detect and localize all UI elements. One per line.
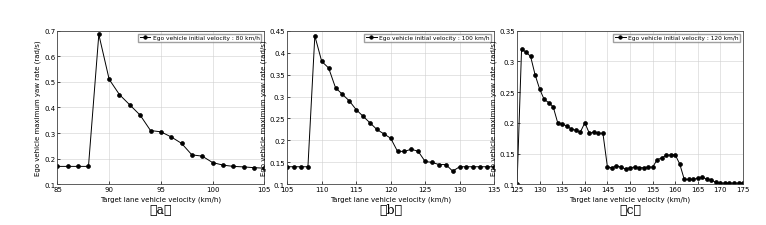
Ego vehicle initial velocity : 80 km/h: (90, 0.51): 80 km/h: (90, 0.51): [105, 79, 114, 81]
Ego vehicle initial velocity : 100 km/h: (129, 0.13): 100 km/h: (129, 0.13): [448, 170, 457, 173]
Ego vehicle initial velocity : 100 km/h: (118, 0.225): 100 km/h: (118, 0.225): [372, 128, 381, 131]
Ego vehicle initial velocity : 80 km/h: (93, 0.37): 80 km/h: (93, 0.37): [136, 114, 145, 117]
Ego vehicle initial velocity : 100 km/h: (135, 0.14): 100 km/h: (135, 0.14): [489, 166, 499, 168]
Ego vehicle initial velocity : 120 km/h: (175, 0.102): 120 km/h: (175, 0.102): [738, 182, 748, 185]
Ego vehicle initial velocity : 80 km/h: (87, 0.17): 80 km/h: (87, 0.17): [74, 165, 83, 168]
Ego vehicle initial velocity : 80 km/h: (94, 0.31): 80 km/h: (94, 0.31): [146, 130, 155, 132]
Ego vehicle initial velocity : 100 km/h: (117, 0.24): 100 km/h: (117, 0.24): [365, 122, 375, 125]
Ego vehicle initial velocity : 80 km/h: (99, 0.21): 80 km/h: (99, 0.21): [198, 155, 207, 158]
Line: Ego vehicle initial velocity : 80 km/h: Ego vehicle initial velocity : 80 km/h: [55, 33, 267, 170]
Ego vehicle initial velocity : 100 km/h: (107, 0.14): 100 km/h: (107, 0.14): [296, 166, 306, 168]
Ego vehicle initial velocity : 80 km/h: (89, 0.685): 80 km/h: (89, 0.685): [94, 34, 103, 37]
Ego vehicle initial velocity : 80 km/h: (104, 0.165): 80 km/h: (104, 0.165): [250, 166, 259, 169]
Ego vehicle initial velocity : 120 km/h: (125, 0.1): 120 km/h: (125, 0.1): [512, 183, 522, 186]
Text: （c）: （c）: [619, 203, 641, 216]
Ego vehicle initial velocity : 80 km/h: (85, 0.17): 80 km/h: (85, 0.17): [53, 165, 62, 168]
Ego vehicle initial velocity : 100 km/h: (125, 0.152): 100 km/h: (125, 0.152): [421, 160, 430, 163]
Ego vehicle initial velocity : 80 km/h: (103, 0.168): 80 km/h: (103, 0.168): [239, 166, 248, 169]
Ego vehicle initial velocity : 100 km/h: (113, 0.305): 100 km/h: (113, 0.305): [338, 94, 347, 96]
Ego vehicle initial velocity : 100 km/h: (115, 0.27): 100 km/h: (115, 0.27): [352, 109, 361, 112]
Ego vehicle initial velocity : 80 km/h: (97, 0.26): 80 km/h: (97, 0.26): [177, 142, 186, 145]
Ego vehicle initial velocity : 120 km/h: (159, 0.148): 120 km/h: (159, 0.148): [666, 154, 676, 156]
Legend: Ego vehicle initial velocity : 80 km/h: Ego vehicle initial velocity : 80 km/h: [138, 34, 261, 43]
Ego vehicle initial velocity : 80 km/h: (92, 0.41): 80 km/h: (92, 0.41): [126, 104, 135, 107]
Y-axis label: Ego vehicle maximum yaw rate (rad/s): Ego vehicle maximum yaw rate (rad/s): [260, 40, 267, 176]
Ego vehicle initial velocity : 80 km/h: (98, 0.215): 80 km/h: (98, 0.215): [188, 154, 197, 157]
Ego vehicle initial velocity : 100 km/h: (127, 0.145): 100 km/h: (127, 0.145): [434, 164, 444, 166]
Legend: Ego vehicle initial velocity : 100 km/h: Ego vehicle initial velocity : 100 km/h: [365, 34, 491, 43]
Ego vehicle initial velocity : 80 km/h: (102, 0.17): 80 km/h: (102, 0.17): [229, 165, 238, 168]
Ego vehicle initial velocity : 100 km/h: (131, 0.14): 100 km/h: (131, 0.14): [462, 166, 471, 168]
X-axis label: Target lane vehicle velocity (km/h): Target lane vehicle velocity (km/h): [330, 195, 451, 202]
Ego vehicle initial velocity : 120 km/h: (162, 0.108): 120 km/h: (162, 0.108): [679, 178, 689, 181]
Ego vehicle initial velocity : 100 km/h: (110, 0.38): 100 km/h: (110, 0.38): [317, 61, 326, 63]
Ego vehicle initial velocity : 80 km/h: (86, 0.17): 80 km/h: (86, 0.17): [64, 165, 73, 168]
Ego vehicle initial velocity : 100 km/h: (123, 0.18): 100 km/h: (123, 0.18): [407, 148, 416, 151]
Legend: Ego vehicle initial velocity : 120 km/h: Ego vehicle initial velocity : 120 km/h: [614, 34, 740, 43]
Ego vehicle initial velocity : 100 km/h: (133, 0.14): 100 km/h: (133, 0.14): [476, 166, 485, 168]
Ego vehicle initial velocity : 120 km/h: (137, 0.19): 120 km/h: (137, 0.19): [567, 128, 576, 131]
Ego vehicle initial velocity : 100 km/h: (121, 0.175): 100 km/h: (121, 0.175): [393, 150, 402, 153]
Ego vehicle initial velocity : 80 km/h: (100, 0.185): 80 km/h: (100, 0.185): [208, 162, 218, 164]
Ego vehicle initial velocity : 100 km/h: (116, 0.255): 100 km/h: (116, 0.255): [358, 115, 368, 118]
Ego vehicle initial velocity : 100 km/h: (134, 0.14): 100 km/h: (134, 0.14): [483, 166, 492, 168]
Ego vehicle initial velocity : 100 km/h: (124, 0.175): 100 km/h: (124, 0.175): [414, 150, 423, 153]
Ego vehicle initial velocity : 100 km/h: (108, 0.14): 100 km/h: (108, 0.14): [303, 166, 313, 168]
Line: Ego vehicle initial velocity : 100 km/h: Ego vehicle initial velocity : 100 km/h: [285, 35, 496, 173]
Ego vehicle initial velocity : 100 km/h: (120, 0.205): 100 km/h: (120, 0.205): [386, 137, 395, 140]
Ego vehicle initial velocity : 80 km/h: (101, 0.175): 80 km/h: (101, 0.175): [218, 164, 228, 167]
Ego vehicle initial velocity : 100 km/h: (128, 0.145): 100 km/h: (128, 0.145): [441, 164, 450, 166]
Ego vehicle initial velocity : 100 km/h: (130, 0.14): 100 km/h: (130, 0.14): [455, 166, 464, 168]
Ego vehicle initial velocity : 100 km/h: (109, 0.438): 100 km/h: (109, 0.438): [310, 35, 319, 38]
Line: Ego vehicle initial velocity : 120 km/h: Ego vehicle initial velocity : 120 km/h: [515, 48, 745, 187]
Ego vehicle initial velocity : 120 km/h: (141, 0.183): 120 km/h: (141, 0.183): [584, 132, 594, 135]
Ego vehicle initial velocity : 100 km/h: (114, 0.29): 100 km/h: (114, 0.29): [345, 100, 354, 103]
Ego vehicle initial velocity : 100 km/h: (119, 0.215): 100 km/h: (119, 0.215): [379, 133, 388, 136]
Ego vehicle initial velocity : 100 km/h: (112, 0.32): 100 km/h: (112, 0.32): [331, 87, 340, 90]
Ego vehicle initial velocity : 80 km/h: (95, 0.305): 80 km/h: (95, 0.305): [156, 131, 165, 134]
Ego vehicle initial velocity : 100 km/h: (106, 0.14): 100 km/h: (106, 0.14): [290, 166, 299, 168]
Ego vehicle initial velocity : 80 km/h: (96, 0.285): 80 km/h: (96, 0.285): [167, 136, 176, 139]
Ego vehicle initial velocity : 100 km/h: (126, 0.15): 100 km/h: (126, 0.15): [427, 161, 437, 164]
Ego vehicle initial velocity : 100 km/h: (111, 0.365): 100 km/h: (111, 0.365): [324, 67, 333, 70]
Ego vehicle initial velocity : 100 km/h: (122, 0.175): 100 km/h: (122, 0.175): [400, 150, 409, 153]
Ego vehicle initial velocity : 120 km/h: (142, 0.185): 120 km/h: (142, 0.185): [589, 131, 598, 134]
Ego vehicle initial velocity : 120 km/h: (174, 0.102): 120 km/h: (174, 0.102): [734, 182, 743, 185]
Text: （b）: （b）: [379, 203, 402, 216]
Text: （a）: （a）: [149, 203, 172, 216]
Ego vehicle initial velocity : 80 km/h: (105, 0.163): 80 km/h: (105, 0.163): [260, 167, 269, 170]
X-axis label: Target lane vehicle velocity (km/h): Target lane vehicle velocity (km/h): [100, 195, 221, 202]
Ego vehicle initial velocity : 80 km/h: (88, 0.17): 80 km/h: (88, 0.17): [84, 165, 93, 168]
Y-axis label: Ego vehicle maximum yaw rate (rad/s): Ego vehicle maximum yaw rate (rad/s): [490, 40, 496, 176]
Ego vehicle initial velocity : 100 km/h: (105, 0.14): 100 km/h: (105, 0.14): [283, 166, 292, 168]
Ego vehicle initial velocity : 100 km/h: (132, 0.14): 100 km/h: (132, 0.14): [469, 166, 478, 168]
Ego vehicle initial velocity : 120 km/h: (126, 0.32): 120 km/h: (126, 0.32): [517, 49, 526, 51]
X-axis label: Target lane vehicle velocity (km/h): Target lane vehicle velocity (km/h): [569, 195, 691, 202]
Y-axis label: Ego vehicle maximum yaw rate (rad/s): Ego vehicle maximum yaw rate (rad/s): [34, 40, 41, 176]
Ego vehicle initial velocity : 80 km/h: (91, 0.45): 80 km/h: (91, 0.45): [115, 94, 124, 97]
